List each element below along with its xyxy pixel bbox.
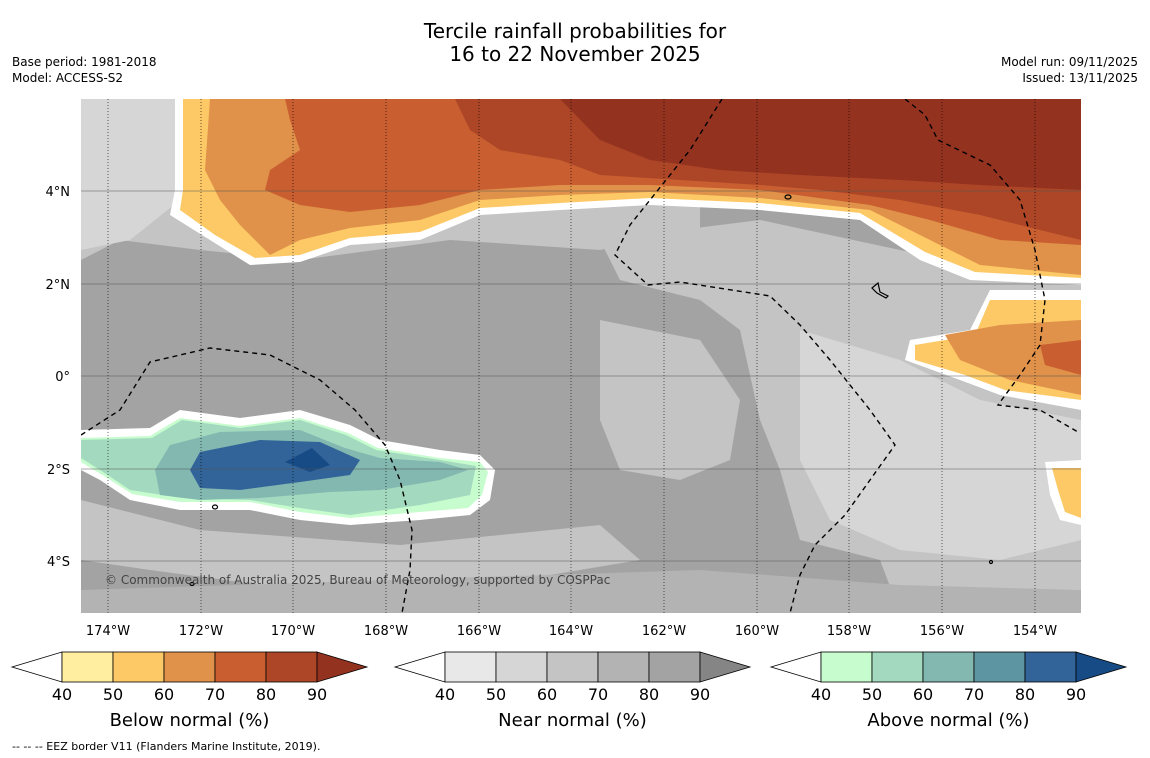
lon-label: 168°W [364,624,408,639]
lon-label: 162°W [642,624,686,639]
colorbar-segment [648,651,701,683]
above-normal-fill [285,448,330,472]
issued-date: Issued: 13/11/2025 [1022,71,1138,85]
colorbar-tick-label: 40 [52,685,72,704]
colorbar-tick-label: 70 [205,685,225,704]
colorbar-above-normal: 40 50 60 70 80 90 Above normal (%) [769,651,1128,731]
lon-label: 156°W [920,624,964,639]
lon-label: 174°W [86,624,130,639]
map-title: Tercile rainfall probabilities for 16 to… [0,20,1150,66]
colorbar-tick-label: 60 [913,685,933,704]
colorbar-segment [444,651,497,683]
colorbar-tick-label: 80 [1015,685,1035,704]
colorbar-segment [163,651,216,683]
probability-field [81,99,1081,613]
colorbar-under-triangle [769,651,822,683]
colorbar-over-triangle [316,651,369,683]
model-run: Model run: 09/11/2025 [1000,55,1138,69]
lon-label: 170°W [271,624,315,639]
colorbar-tick-label: 40 [435,685,455,704]
lon-label: 164°W [549,624,593,639]
colorbar-tick-label: 80 [256,685,276,704]
islands [189,194,994,587]
colorbar-tick-label: 50 [486,685,506,704]
lat-label: 4°S [47,555,70,570]
grey-region [81,570,1081,613]
colorbar-under-triangle [10,651,63,683]
colorbar-tick-label: 80 [639,685,659,704]
colorbar-tick-label: 50 [862,685,882,704]
grey-region [800,330,1081,560]
lon-label: 158°W [827,624,871,639]
colorbar-segment [214,651,267,683]
colorbar-tick-label: 50 [103,685,123,704]
colorbar-segment [1024,651,1077,683]
colorbar-over-triangle [1075,651,1128,683]
above-normal-fill [190,440,360,490]
colorbar-tick-label: 70 [588,685,608,704]
colorbar-title: Above normal (%) [867,710,1029,731]
grey-region [600,320,740,480]
colorbar-segment [820,651,873,683]
lat-labels: 4°N 2°N 0° 2°S 4°S [46,185,71,570]
colorbar-segment [597,651,650,683]
colorbar-tick-label: 90 [690,685,710,704]
colorbar-tick-label: 70 [964,685,984,704]
colorbar-segment [265,651,318,683]
colorbar-tick-label: 60 [154,685,174,704]
meta-right: Model run: 09/11/2025 Issued: 13/11/2025 [1001,54,1138,86]
below-normal-fill [1052,468,1081,518]
lon-label: 166°W [457,624,501,639]
colorbar-segment [973,651,1026,683]
lon-label: 172°W [179,624,223,639]
colorbar-segment [112,651,165,683]
grey-region [81,99,200,250]
colorbar-segment [922,651,975,683]
below-normal-fill [560,99,1081,190]
colorbar-below-normal: 40 50 60 70 80 90 Below normal (%) [10,651,369,731]
title-line-2: 16 to 22 November 2025 [449,42,701,66]
title-line-1: Tercile rainfall probabilities for [423,19,727,43]
model-name: Model: ACCESS-S2 [12,71,124,85]
colorbar-tick-label: 60 [537,685,557,704]
lon-label: 154°W [1013,624,1057,639]
colorbar-under-triangle [393,651,446,683]
eez-footnote: -- -- -- EEZ border V11 (Flanders Marine… [12,740,321,753]
lat-label: 0° [55,370,70,385]
eez-border [81,99,1079,613]
meta-left: Base period: 1981-2018 Model: ACCESS-S2 [12,54,157,86]
colorbar-segment [546,651,599,683]
colorbar-near-normal: 40 50 60 70 80 90 Near normal (%) [393,651,752,731]
colorbar-segment [495,651,548,683]
lat-label: 2°S [47,463,70,478]
lat-label: 2°N [46,278,71,293]
lat-label: 4°N [46,185,71,200]
grey-region [81,270,620,340]
colorbar-tick-label: 40 [811,685,831,704]
colorbar-tick-label: 90 [1066,685,1086,704]
below-normal-fill [1040,340,1081,375]
colorbar-title: Near normal (%) [498,710,647,731]
colorbar-tick-label: 90 [307,685,327,704]
base-period: Base period: 1981-2018 [12,55,157,69]
colorbar-over-triangle [699,651,752,683]
colorbar-title: Below normal (%) [110,710,270,731]
copyright-notice: © Commonwealth of Australia 2025, Bureau… [105,573,610,587]
colorbar-segment [61,651,114,683]
grey-region [81,500,640,590]
lon-label: 160°W [735,624,779,639]
colorbar-segment [871,651,924,683]
lon-labels: 174°W 172°W 170°W 168°W 166°W 164°W 162°… [86,624,1057,639]
parallels [81,190,1081,562]
map-figure: © Commonwealth of Australia 2025, Bureau… [10,99,1128,731]
